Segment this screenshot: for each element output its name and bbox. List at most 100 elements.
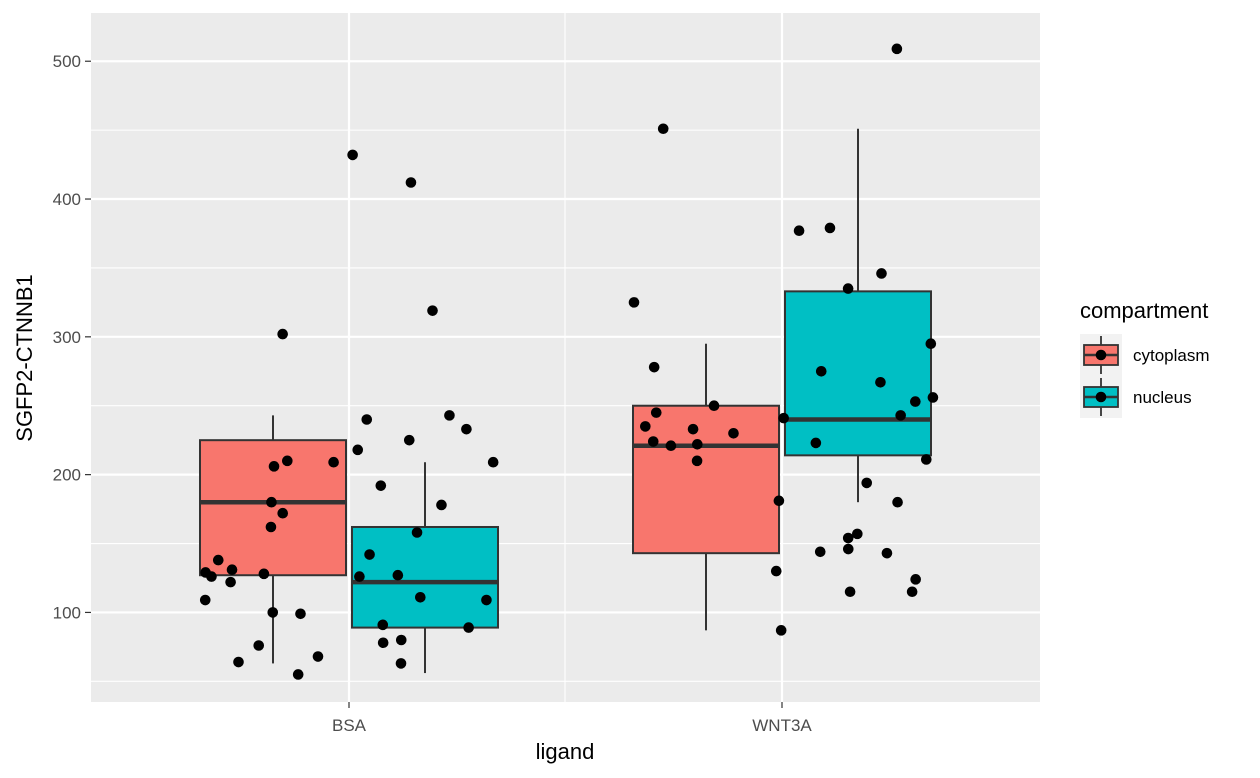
data-point xyxy=(687,423,699,435)
legend-key-point xyxy=(1095,391,1107,403)
data-point xyxy=(415,591,426,603)
data-point xyxy=(328,456,339,468)
data-point xyxy=(810,437,822,449)
data-point xyxy=(265,521,277,533)
data-point xyxy=(927,392,939,403)
data-point xyxy=(226,564,238,576)
box xyxy=(351,525,499,629)
data-point xyxy=(842,283,854,294)
legend-item-nucleus: nucleus xyxy=(1080,376,1192,418)
data-point xyxy=(628,297,640,308)
data-point xyxy=(891,43,903,55)
data-point xyxy=(354,571,365,582)
data-point xyxy=(463,622,474,633)
data-point xyxy=(814,546,826,558)
y-tick-label: 100 xyxy=(53,603,81,622)
legend-title: compartment xyxy=(1080,298,1208,323)
data-point xyxy=(266,496,277,508)
data-point xyxy=(815,365,827,377)
y-axis: 100 200 300 400 500 xyxy=(53,52,91,622)
data-point xyxy=(728,427,739,439)
data-point xyxy=(650,407,662,418)
data-point xyxy=(648,361,660,373)
data-point xyxy=(487,456,499,468)
data-point xyxy=(895,410,906,421)
data-point xyxy=(268,461,280,472)
data-point xyxy=(861,477,873,489)
box xyxy=(784,290,932,457)
x-tick-label: BSA xyxy=(332,716,367,735)
data-point xyxy=(842,532,854,544)
data-point xyxy=(881,547,893,559)
data-point xyxy=(436,499,447,511)
data-point xyxy=(875,377,886,388)
data-point xyxy=(824,222,836,234)
y-tick-label: 500 xyxy=(53,52,81,71)
data-point xyxy=(258,568,270,580)
boxplot-nucleus-wnt3a xyxy=(784,128,932,503)
data-point xyxy=(647,436,659,447)
data-point xyxy=(347,149,358,161)
data-point xyxy=(770,565,782,577)
legend: compartment cytoplasm nucleus xyxy=(1080,298,1210,418)
data-point xyxy=(920,454,932,465)
x-tick-label: WNT3A xyxy=(752,716,812,735)
data-point xyxy=(876,268,887,279)
data-point xyxy=(844,586,856,598)
data-point xyxy=(411,527,423,538)
data-point xyxy=(292,669,304,680)
boxplot-cytoplasm-wnt3a xyxy=(632,343,780,631)
box xyxy=(199,439,347,577)
data-point xyxy=(910,574,921,585)
data-point xyxy=(403,434,415,446)
y-tick-label: 200 xyxy=(53,466,81,485)
data-point xyxy=(395,634,407,646)
data-point xyxy=(691,455,703,467)
data-point xyxy=(277,328,288,340)
data-point xyxy=(842,543,854,555)
data-point xyxy=(910,396,921,407)
data-point xyxy=(395,658,407,669)
data-point xyxy=(906,586,918,598)
x-axis-title: ligand xyxy=(536,739,595,764)
legend-label: cytoplasm xyxy=(1133,346,1210,365)
y-axis-title: SGFP2-CTNNB1 xyxy=(12,274,37,441)
data-point xyxy=(427,305,438,316)
data-point xyxy=(352,444,364,456)
x-axis: BSA WNT3A xyxy=(332,702,812,735)
data-point xyxy=(444,410,455,421)
data-point xyxy=(657,123,669,135)
boxplot-nucleus-bsa xyxy=(351,462,499,674)
data-point xyxy=(925,338,937,350)
legend-key-point xyxy=(1095,349,1107,361)
data-point xyxy=(377,637,389,649)
data-point xyxy=(461,423,472,435)
y-tick-label: 300 xyxy=(53,328,81,347)
data-point xyxy=(233,656,244,668)
data-point xyxy=(295,608,306,620)
data-point xyxy=(199,594,211,606)
data-point xyxy=(708,400,720,412)
data-point xyxy=(692,439,703,450)
data-point xyxy=(892,496,903,508)
legend-item-cytoplasm: cytoplasm xyxy=(1080,334,1210,376)
data-point xyxy=(267,607,279,618)
data-point xyxy=(277,507,289,519)
data-point xyxy=(282,455,293,467)
box xyxy=(632,404,780,555)
data-point xyxy=(665,440,677,451)
data-point xyxy=(392,569,404,581)
y-tick-label: 400 xyxy=(53,190,81,209)
data-point xyxy=(212,554,224,566)
data-point xyxy=(253,640,265,651)
data-point xyxy=(405,177,417,188)
data-point xyxy=(377,619,389,631)
data-point xyxy=(481,594,492,606)
data-point xyxy=(361,414,373,425)
data-point xyxy=(773,495,785,507)
data-points xyxy=(199,43,939,680)
data-point xyxy=(364,549,375,560)
data-point xyxy=(778,412,789,424)
data-point xyxy=(225,576,236,588)
